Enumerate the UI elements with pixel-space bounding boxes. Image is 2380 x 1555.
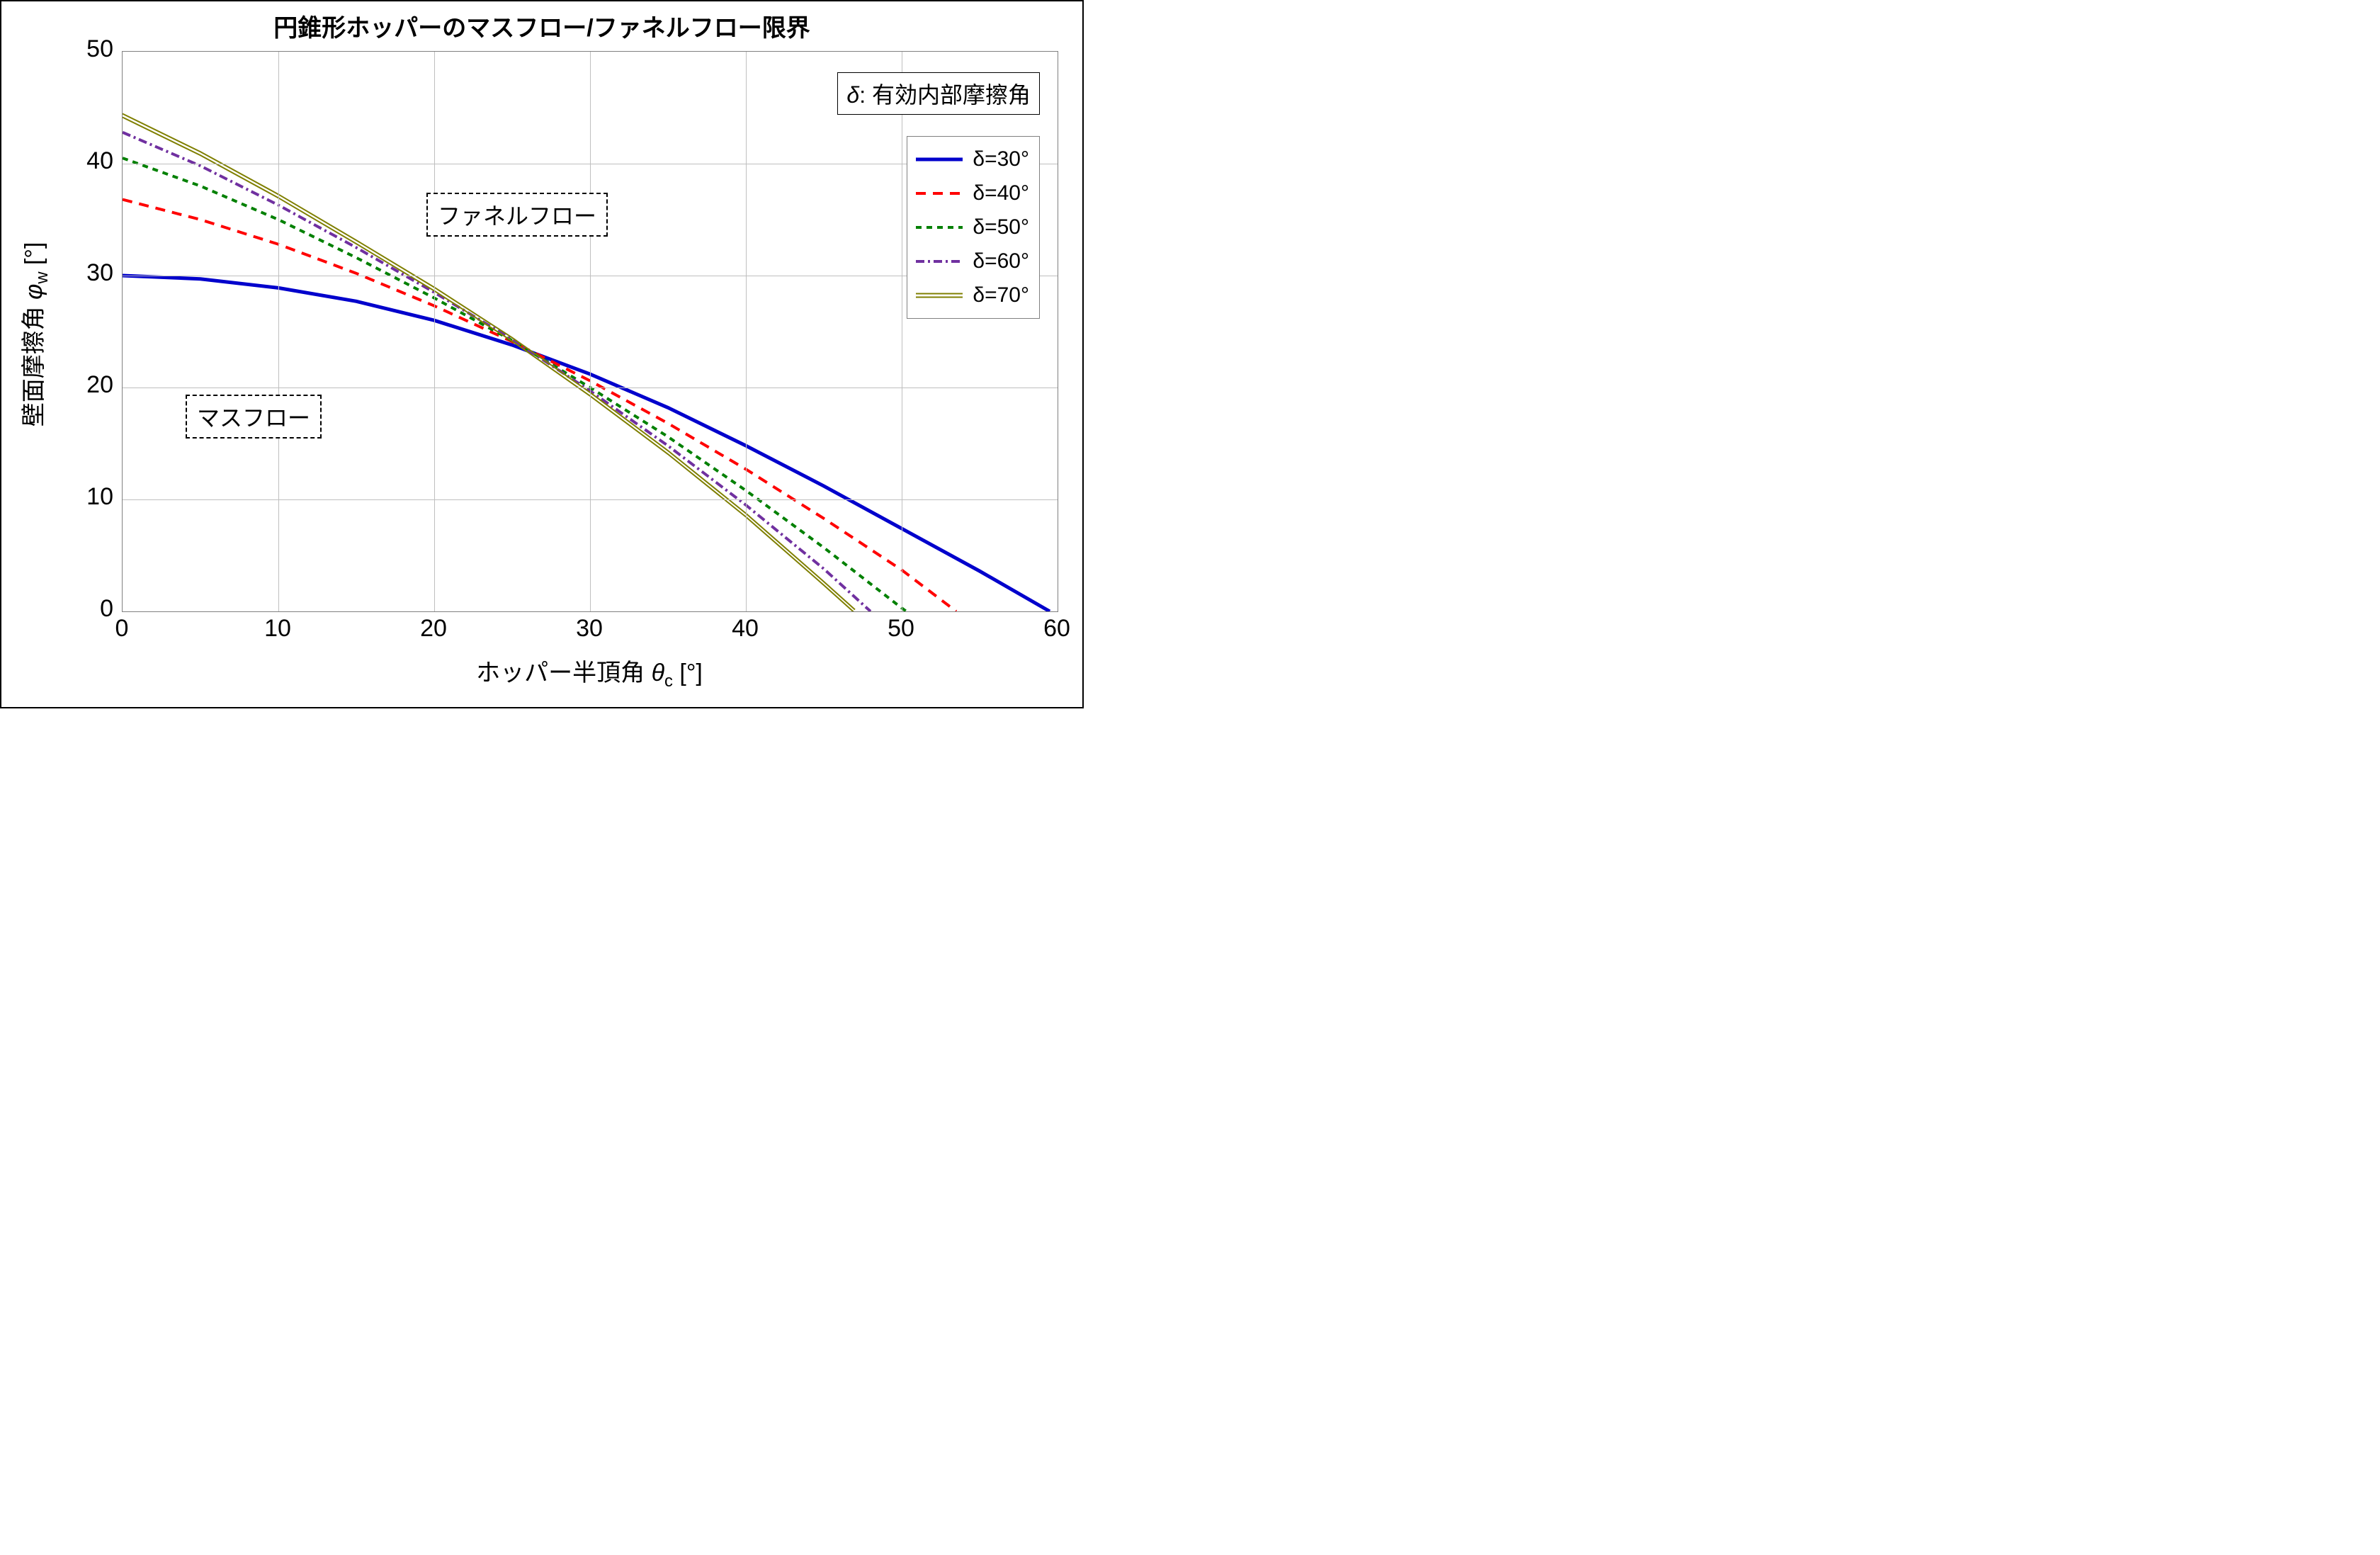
x-axis-label-suffix: [°] xyxy=(673,660,703,686)
x-tick-label: 60 xyxy=(1036,615,1078,643)
y-tick-label: 40 xyxy=(86,147,113,175)
legend-swatch xyxy=(914,283,964,308)
grid-line-vertical xyxy=(746,52,747,611)
y-axis-label: 壁面摩擦角 φw [°] xyxy=(14,55,52,614)
x-axis-label-symbol: θ xyxy=(652,660,664,686)
y-tick-label: 0 xyxy=(100,595,113,623)
y-tick-label: 10 xyxy=(86,483,113,511)
legend-swatch xyxy=(914,215,964,240)
x-tick-label: 30 xyxy=(568,615,611,643)
chart-container: 円錐形ホッパーのマスフロー/ファネルフロー限界 δ: 有効内部摩擦角 δ=30°… xyxy=(0,0,1084,708)
x-tick-label: 10 xyxy=(256,615,299,643)
legend-label: δ=50° xyxy=(973,215,1029,239)
x-tick-label: 50 xyxy=(880,615,922,643)
legend-item: δ=30° xyxy=(914,142,1029,176)
plot-area xyxy=(122,51,1058,612)
legend-item: δ=40° xyxy=(914,176,1029,210)
region-label: マスフロー xyxy=(186,395,322,439)
legend-swatch xyxy=(914,181,964,206)
legend-label: δ=60° xyxy=(973,249,1029,273)
legend-label: δ=30° xyxy=(973,147,1029,171)
grid-line-vertical xyxy=(590,52,591,611)
x-tick-label: 40 xyxy=(724,615,766,643)
grid-line-horizontal xyxy=(123,499,1058,500)
chart-title: 円錐形ホッパーのマスフロー/ファネルフロー限界 xyxy=(1,1,1082,43)
delta-annotation: δ: 有効内部摩擦角 xyxy=(837,72,1040,115)
series-d70 xyxy=(123,118,855,613)
y-tick-label: 20 xyxy=(86,371,113,399)
grid-line-vertical xyxy=(434,52,435,611)
legend: δ=30° δ=40° δ=50° δ=60° δ=70° xyxy=(907,136,1040,319)
x-axis-label-prefix: ホッパー半頂角 xyxy=(476,660,651,686)
series-d70 xyxy=(123,114,855,610)
y-axis-label-prefix: 壁面摩擦角 xyxy=(21,300,47,426)
delta-symbol: δ xyxy=(846,82,859,108)
legend-item: δ=60° xyxy=(914,244,1029,278)
legend-label: δ=70° xyxy=(973,283,1029,307)
grid-line-vertical xyxy=(278,52,279,611)
y-tick-label: 30 xyxy=(86,259,113,287)
series-d30 xyxy=(123,276,1050,611)
delta-text: : 有効内部摩擦角 xyxy=(859,82,1031,108)
y-tick-label: 50 xyxy=(86,35,113,63)
x-axis-label-sub: c xyxy=(664,672,673,691)
y-axis-label-symbol: φ xyxy=(21,284,47,300)
x-axis-label: ホッパー半頂角 θc [°] xyxy=(122,653,1057,691)
legend-item: δ=70° xyxy=(914,278,1029,312)
region-label: ファネルフロー xyxy=(426,193,608,237)
legend-item: δ=50° xyxy=(914,210,1029,244)
y-axis-label-sub: w xyxy=(33,271,52,283)
x-tick-label: 20 xyxy=(412,615,455,643)
legend-swatch xyxy=(914,249,964,274)
legend-label: δ=40° xyxy=(973,181,1029,205)
y-axis-label-suffix: [°] xyxy=(21,242,47,272)
legend-swatch xyxy=(914,147,964,172)
